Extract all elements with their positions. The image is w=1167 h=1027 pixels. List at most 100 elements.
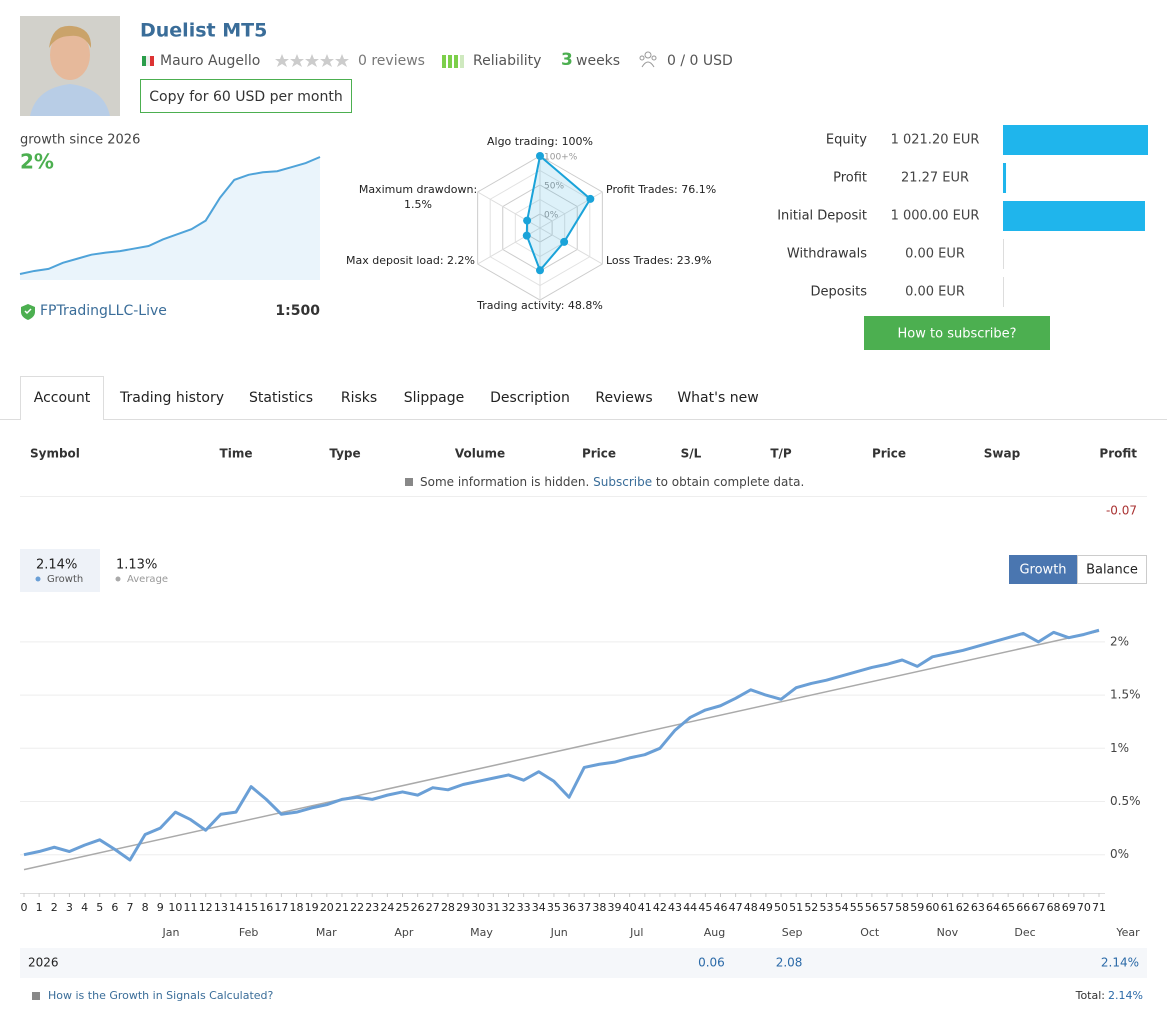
broker[interactable]: FPTradingLLC-Live [40,303,167,319]
month-label: Dec [1014,926,1035,939]
month-label: Mar [316,926,337,939]
table-header: Time [220,447,253,461]
radar-ring-label: 0% [544,211,559,221]
radar-point [586,194,595,203]
y-tick-label: 2% [1110,634,1129,648]
x-tick-label: 51 [789,901,803,914]
lock-icon [405,478,413,486]
chart-button-label[interactable]: Growth [1019,563,1066,578]
month-value: 2.08 [776,956,803,970]
x-tick-label: 25 [396,901,410,914]
x-tick-label: 26 [411,901,425,914]
x-tick-label: 22 [350,901,364,914]
tab[interactable]: Trading history [119,390,224,406]
growth-label: growth since 2026 [20,133,140,148]
radar-axis-name: Maximum drawdown: [359,183,477,196]
radar-axis-name: Trading activity: [476,299,564,312]
month-value: 0.06 [698,956,725,970]
x-tick-label: 0 [21,901,28,914]
account-value: 1 000.00 EUR [891,209,980,224]
month-label: Apr [394,926,414,939]
table-header: T/P [770,447,792,461]
legend-name[interactable]: Average [127,574,168,585]
x-tick-label: 9 [157,901,164,914]
account-value: 0.00 EUR [905,247,965,262]
tab[interactable]: Risks [341,390,377,406]
tab[interactable]: Slippage [404,390,465,406]
account-label: Withdrawals [787,247,867,262]
x-tick-label: 6 [111,901,118,914]
tab[interactable]: Account [34,390,91,406]
x-tick-label: 19 [305,901,319,914]
radar-ring-label: 100+% [544,153,578,163]
chart-button-label[interactable]: Balance [1086,563,1138,578]
tab[interactable]: Reviews [595,390,652,406]
x-tick-label: 13 [214,901,228,914]
x-tick-label: 61 [941,901,955,914]
radar-label: Loss Trades: 23.9% [606,254,712,267]
x-tick-label: 49 [759,901,773,914]
note-link[interactable]: Subscribe [593,475,652,489]
x-tick-label: 70 [1077,901,1091,914]
weeks: weeks [576,53,620,69]
x-tick-label: 35 [547,901,561,914]
x-tick-label: 27 [426,901,440,914]
table-header: Type [329,447,360,461]
tab[interactable]: Statistics [249,390,313,406]
x-tick-label: 5 [96,901,103,914]
x-tick-label: 4 [81,901,88,914]
radar-point [536,152,544,160]
y-tick-label: 0.5% [1110,794,1141,808]
series-line [23,630,1100,871]
x-tick-label: 39 [607,901,621,914]
radar-axis-name: Profit Trades: [606,183,678,196]
radar-point [522,231,531,240]
radar-axis-value: 100% [562,135,593,148]
radar-spoke [539,227,603,265]
growth-value: 2% [20,150,54,174]
radar-axis-value: 23.9% [677,254,712,267]
x-tick-label: 23 [365,901,379,914]
year: 2026 [28,956,59,970]
month-label: Aug [704,926,725,939]
signal-title: Duelist MT5 [140,20,267,42]
table-header: Price [872,447,906,461]
chart-button[interactable] [1077,555,1147,584]
x-tick-label: 44 [683,901,697,914]
active-tab [20,376,104,420]
x-tick-label: 68 [1047,901,1061,914]
year-label: Year [1115,926,1140,939]
hidden-note: Some information is hidden. Subscribe to… [420,475,804,489]
footer-link[interactable]: How is the Growth in Signals Calculated? [48,989,274,1002]
x-tick-label: 36 [562,901,576,914]
x-tick-label: 21 [335,901,349,914]
chart-button[interactable] [1009,555,1078,584]
reviews[interactable]: 0 reviews [358,53,425,69]
author[interactable]: Mauro Augello [160,53,260,69]
copy-button[interactable] [140,79,352,113]
tab[interactable]: Description [490,390,570,406]
legend-name[interactable]: Growth [47,574,83,585]
help-icon [32,992,40,1000]
account-label: Deposits [811,285,868,300]
legend-active [20,549,100,592]
subscribe-button-label[interactable]: How to subscribe? [898,327,1017,342]
x-tick-label: 71 [1092,901,1106,914]
trade-table: Symbol Time Type Volume Price S/L T/P Price Swap… [30,447,1137,461]
radar-area [525,154,592,273]
subscribe-button[interactable] [864,316,1050,350]
x-tick-label: 29 [456,901,470,914]
radar-label: Max deposit load: 2.2% [346,254,475,267]
x-tick-label: 42 [653,901,667,914]
copy-button-label[interactable]: Copy for 60 USD per month [149,89,342,105]
x-tick-label: 37 [577,901,591,914]
x-tick-label: 62 [956,901,970,914]
tab[interactable]: What's new [677,390,758,406]
table-header: Price [582,447,616,461]
account-bar [1003,125,1148,155]
series-line [23,628,1100,862]
year-row [20,948,1147,978]
x-tick-label: 55 [850,901,864,914]
